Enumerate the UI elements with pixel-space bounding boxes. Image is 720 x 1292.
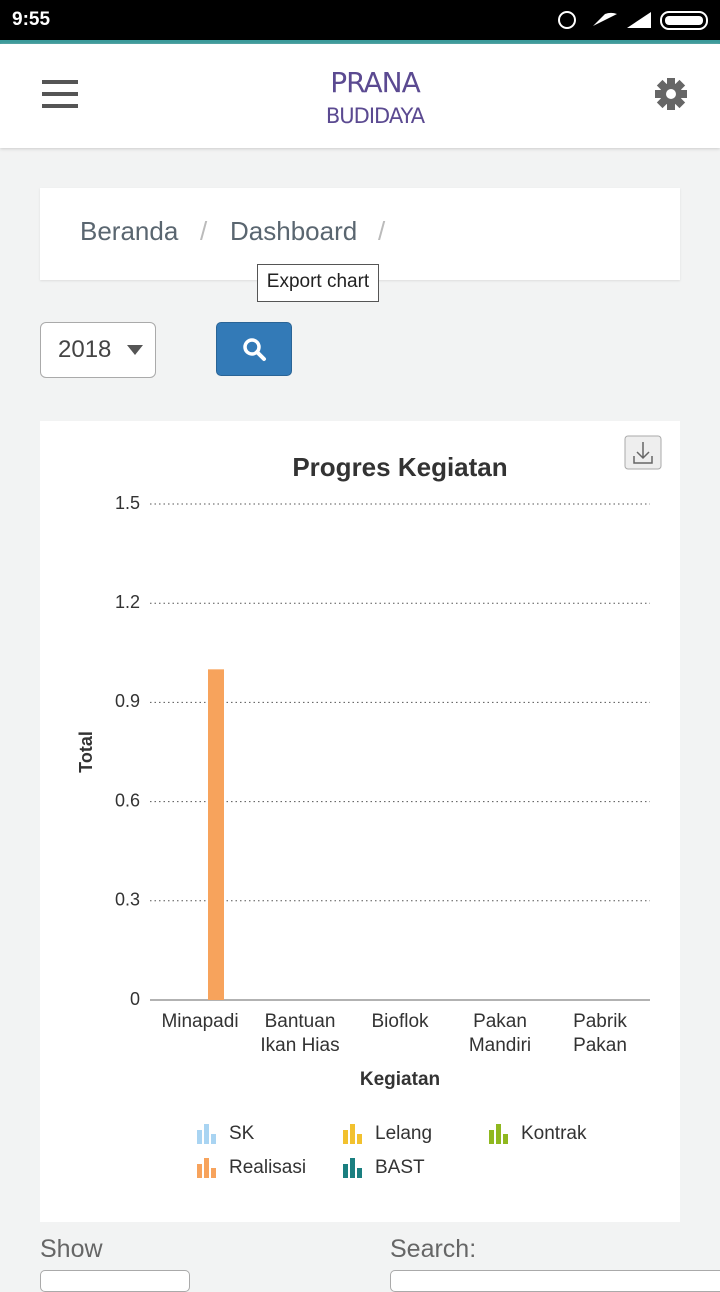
selected-year: 2018 <box>58 336 112 363</box>
legend-icon <box>343 1130 348 1144</box>
legend-label: Kontrak <box>521 1123 587 1144</box>
status-icons <box>558 11 708 30</box>
legend-icon <box>496 1124 501 1144</box>
y-tick-label: 0.9 <box>115 691 140 711</box>
separator: / <box>200 216 208 246</box>
settings-button[interactable] <box>654 77 688 111</box>
y-tick-label: 0.6 <box>115 790 140 810</box>
search-icon <box>243 338 266 361</box>
x-tick-label: Pakan Mandiri <box>468 1011 532 1056</box>
legend-icon <box>357 1134 362 1144</box>
chart: Progres Kegiatan Total Kegiatan 0 0.3 0.6 0… <box>76 435 662 1178</box>
export-button[interactable] <box>624 435 662 470</box>
clock: 9:55 <box>12 9 51 30</box>
legend-icon <box>211 1168 216 1178</box>
legend-icon <box>350 1124 355 1144</box>
legend-icon <box>197 1130 202 1144</box>
separator: / <box>378 216 386 246</box>
search-button[interactable] <box>216 322 292 376</box>
y-tick-label: 0.3 <box>115 890 140 910</box>
legend-icon <box>204 1158 209 1178</box>
x-axis-title: Kegiatan <box>360 1069 440 1090</box>
y-axis-title: Total <box>76 731 96 773</box>
y-tick-label: 1.5 <box>115 493 140 513</box>
show-select[interactable] <box>40 1270 190 1292</box>
logo-text: BUDIDAYA <box>325 104 425 128</box>
x-tick-label: Pabrik Pakan <box>573 1011 627 1056</box>
x-tick-label: Bioflok <box>371 1011 429 1032</box>
menu-button[interactable] <box>40 78 80 110</box>
year-select[interactable]: 2018 <box>40 322 156 378</box>
chart-card <box>40 421 680 1222</box>
status-bar: 9:55 <box>0 0 720 44</box>
legend-icon <box>197 1164 202 1178</box>
legend-icon <box>489 1130 494 1144</box>
x-tick-label: Bantuan Ikan Hias <box>260 1011 340 1056</box>
legend-icon <box>357 1168 362 1178</box>
legend-icon <box>343 1164 348 1178</box>
logo-text: PRANA <box>330 66 420 99</box>
tooltip: Export chart <box>257 264 379 302</box>
search-input[interactable] <box>390 1270 720 1292</box>
app-header: PRANA BUDIDAYA <box>0 44 720 148</box>
legend-label: BAST <box>375 1157 425 1178</box>
x-tick-label: Minapadi <box>161 1011 239 1032</box>
breadcrumb-link[interactable]: Beranda <box>80 216 179 246</box>
legend-icon <box>503 1134 508 1144</box>
y-tick-label: 0 <box>130 989 140 1009</box>
legend-icon <box>211 1134 216 1144</box>
show-label: Show <box>40 1235 103 1263</box>
legend-label: Lelang <box>375 1123 432 1144</box>
chart-title: Progres Kegiatan <box>292 452 507 482</box>
legend-label: SK <box>229 1123 255 1144</box>
y-tick-label: 1.2 <box>115 592 140 612</box>
caret <box>127 345 143 355</box>
legend-icon <box>350 1158 355 1178</box>
bar <box>208 669 224 1000</box>
search-label: Search: <box>390 1235 477 1263</box>
legend-icon <box>204 1124 209 1144</box>
breadcrumb-link[interactable]: Dashboard <box>230 216 358 246</box>
legend-label: Realisasi <box>229 1157 306 1178</box>
